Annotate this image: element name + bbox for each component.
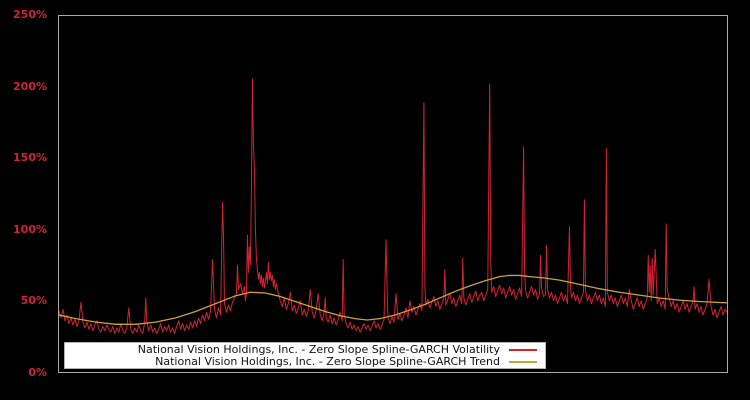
volatility-line-swatch [509,348,537,351]
y-tick-label: 200% [13,79,47,93]
volatility-line [59,78,727,335]
y-tick-label: 0% [28,366,47,379]
legend-row-volatility: National Vision Holdings, Inc. - Zero Sl… [69,342,539,356]
legend-row-trend: National Vision Holdings, Inc. - Zero Sl… [69,354,539,368]
trend-line [59,274,727,325]
y-tick-label: 250% [13,8,47,21]
trend-line-swatch [509,360,537,363]
y-tick-label: 150% [13,151,47,165]
legend-label-trend: National Vision Holdings, Inc. - Zero Sl… [155,354,500,368]
y-axis: 0% 50% 100% 150% 200% 250% [0,8,53,379]
legend-label-volatility: National Vision Holdings, Inc. - Zero Sl… [137,342,500,356]
legend: National Vision Holdings, Inc. - Zero Sl… [64,342,546,369]
plot-area: National Vision Holdings, Inc. - Zero Sl… [58,15,728,373]
chart-canvas [59,78,727,335]
y-tick-label: 50% [20,294,47,308]
y-tick-label: 100% [13,222,47,236]
